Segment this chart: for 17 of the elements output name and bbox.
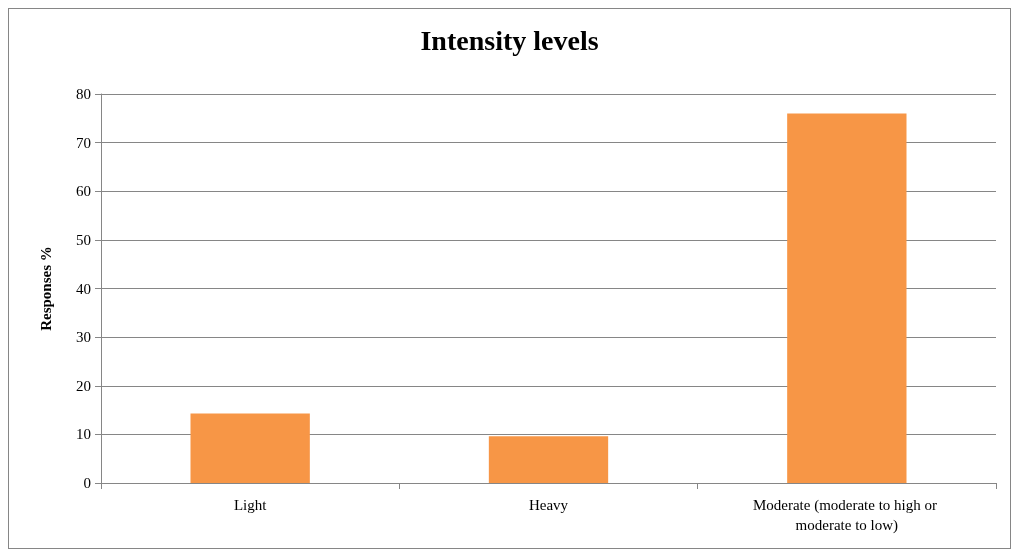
bar xyxy=(190,413,310,483)
x-tick-label: Moderate (moderate to high or moderate to low) xyxy=(752,497,941,534)
chart-title: Intensity levels xyxy=(420,24,599,56)
y-tick-label: 80 xyxy=(76,86,91,102)
y-tick-label: 40 xyxy=(76,280,91,297)
y-axis-title: Responses % xyxy=(37,246,54,331)
y-tick-label: 10 xyxy=(76,426,91,443)
bar xyxy=(488,436,609,483)
y-tick-label: 60 xyxy=(76,183,91,200)
y-tick-label: 50 xyxy=(76,231,91,248)
x-tick-label: Light xyxy=(233,497,268,513)
x-tick-label: Heavy xyxy=(528,497,569,513)
y-tick-label: 30 xyxy=(76,329,91,346)
bar xyxy=(787,113,907,483)
y-tick-label: 70 xyxy=(76,134,91,151)
y-tick-label: 20 xyxy=(76,377,91,394)
y-tick-label: 0 xyxy=(83,475,91,491)
